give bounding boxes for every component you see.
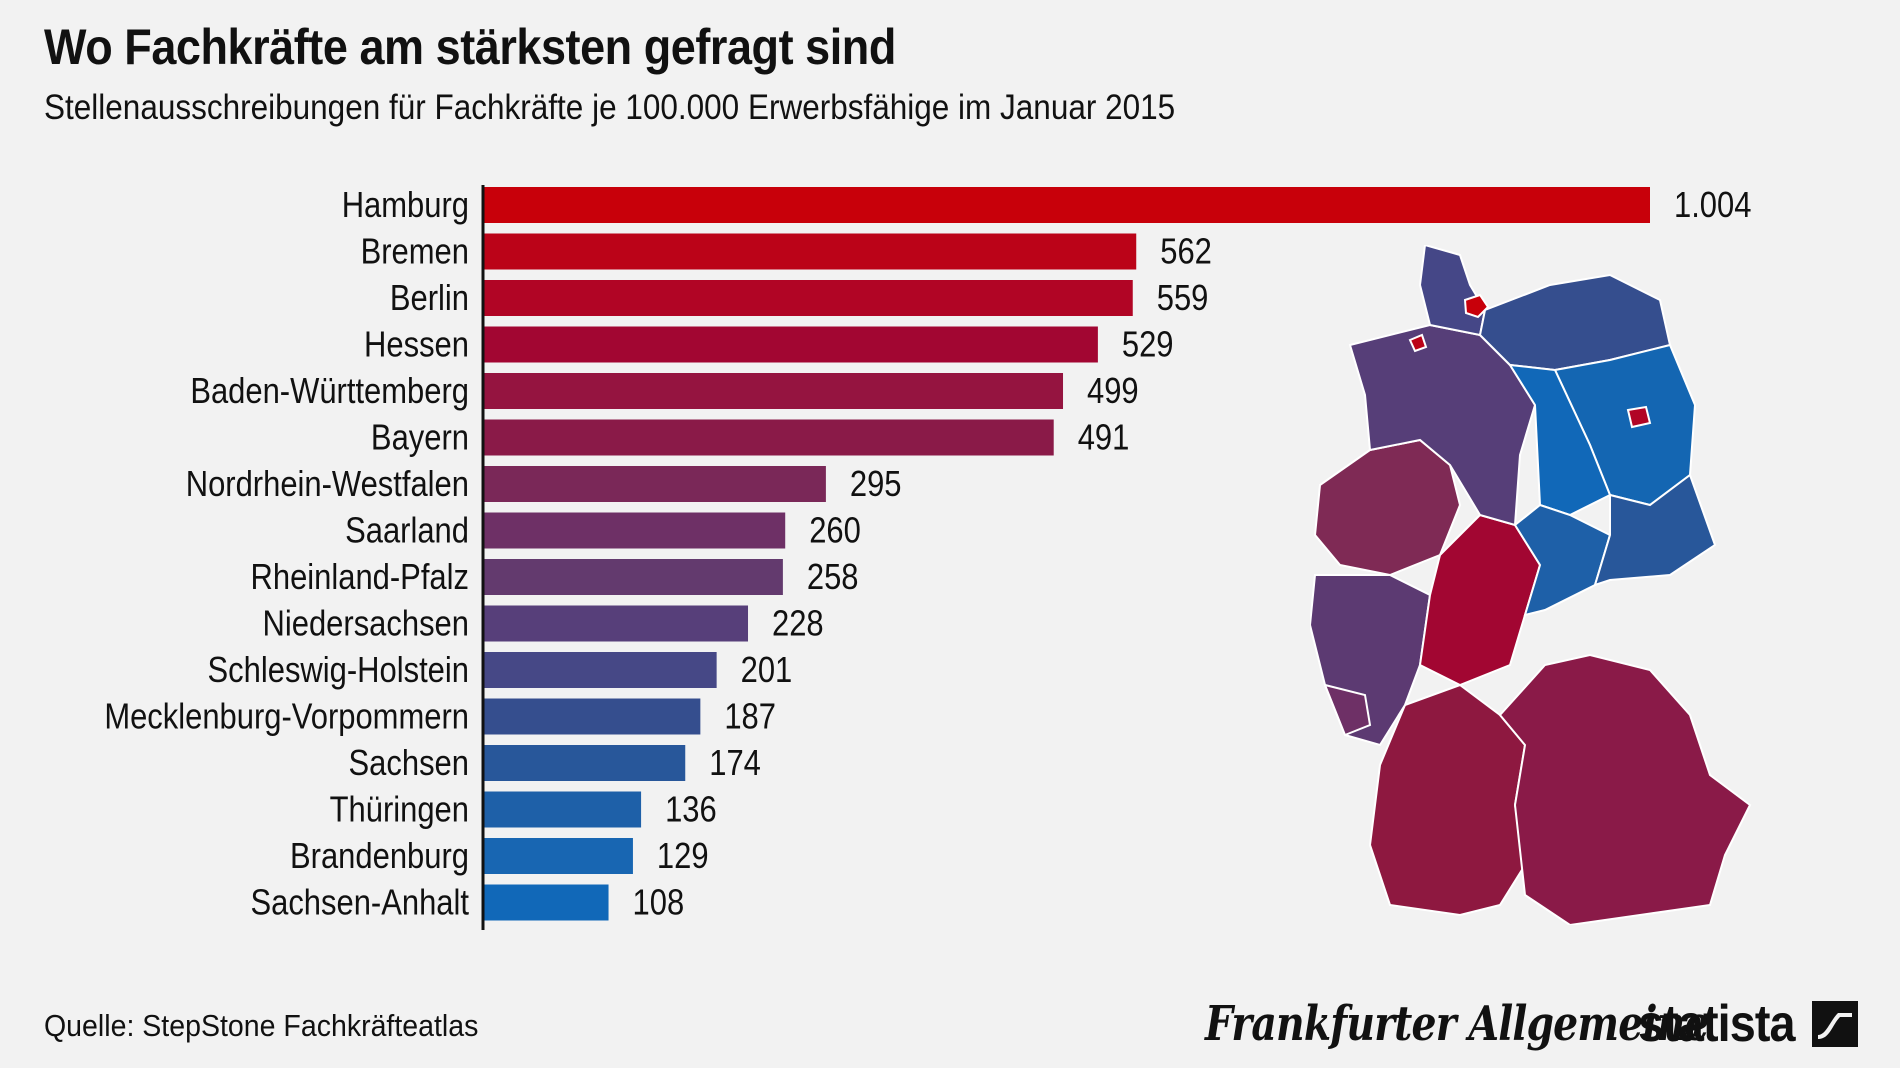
value-label: 174 (709, 744, 761, 784)
bar-berlin (483, 280, 1133, 316)
category-label: Saarland (345, 511, 469, 551)
statista-icon (1812, 1001, 1859, 1047)
category-label: Mecklenburg-Vorpommern (104, 697, 469, 737)
value-label: 499 (1087, 372, 1139, 412)
germany-map (1310, 245, 1752, 925)
bar-sachsen-anhalt (483, 884, 609, 921)
bar-sachsen (483, 745, 686, 781)
category-label: Hessen (364, 325, 469, 365)
bar-mecklenburg-vorpommern (483, 698, 701, 735)
bars-layer: Hamburg 1.004 Bremen 562 Berlin 559 Hessen 529 B… (104, 186, 1751, 923)
map-region-sachsen (1593, 473, 1717, 587)
map-region-nordrhein-westfalen (1313, 438, 1462, 577)
source-note: Quelle: StepStone Fachkräfteatlas (44, 1008, 479, 1043)
category-label: Bayern (371, 418, 469, 458)
category-label: Rheinland-Pfalz (251, 558, 469, 598)
category-label: Sachsen-Anhalt (250, 883, 469, 923)
category-label: Niedersachsen (263, 604, 469, 644)
value-label: 529 (1122, 325, 1174, 365)
bar-baden-württemberg (483, 373, 1064, 409)
category-label: Baden-Württemberg (190, 372, 469, 412)
bar-thüringen (483, 791, 642, 828)
value-label: 136 (665, 790, 717, 830)
map-region-schleswig-holstein (1418, 245, 1487, 337)
category-label: Bremen (361, 232, 469, 272)
bar-niedersachsen (483, 605, 749, 642)
category-label: Thüringen (330, 790, 469, 830)
value-label: 187 (724, 697, 776, 737)
value-label: 201 (741, 651, 793, 691)
value-label: 1.004 (1674, 186, 1751, 226)
bar-bayern (483, 419, 1054, 456)
map-region-saarland (1323, 683, 1372, 737)
value-label: 295 (850, 465, 902, 505)
category-label: Berlin (390, 279, 469, 319)
statista-logo: statista (1638, 994, 1859, 1054)
map-region-bayern (1498, 653, 1752, 925)
value-label: 228 (772, 604, 824, 644)
bar-bremen (483, 233, 1137, 270)
category-label: Schleswig-Holstein (208, 651, 469, 691)
bar-saarland (483, 512, 786, 549)
statista-wordmark: statista (1638, 995, 1796, 1053)
value-label: 559 (1157, 279, 1209, 319)
value-label: 108 (633, 883, 685, 923)
faz-logo: Frankfurter Allgemeine (1205, 996, 1709, 1052)
map-region-baden-wuerttemberg (1368, 683, 1527, 917)
value-label: 491 (1078, 418, 1130, 458)
map-region-hamburg (1463, 293, 1490, 319)
bar-brandenburg (483, 838, 633, 874)
category-label: Nordrhein-Westfalen (186, 465, 469, 505)
value-label: 260 (809, 511, 861, 551)
value-label: 258 (807, 558, 859, 598)
bar-nordrhein-westfalen (483, 466, 826, 502)
value-label: 129 (657, 837, 709, 877)
bar-hessen (483, 326, 1098, 363)
chart-title: Wo Fachkräfte am stärksten gefragt sind (44, 19, 896, 75)
map-region-sachsen-anhalt (1508, 363, 1612, 517)
map-region-berlin (1626, 405, 1652, 429)
bar-hamburg (483, 187, 1650, 223)
category-label: Hamburg (342, 186, 469, 226)
bar-rheinland-pfalz (483, 559, 783, 595)
map-region-bremen (1408, 333, 1428, 353)
category-label: Sachsen (349, 744, 469, 784)
chart-subtitle: Stellenausschreibungen für Fachkräfte je… (44, 88, 1176, 127)
category-label: Brandenburg (290, 837, 469, 877)
value-label: 562 (1160, 232, 1212, 272)
bar-schleswig-holstein (483, 652, 717, 688)
